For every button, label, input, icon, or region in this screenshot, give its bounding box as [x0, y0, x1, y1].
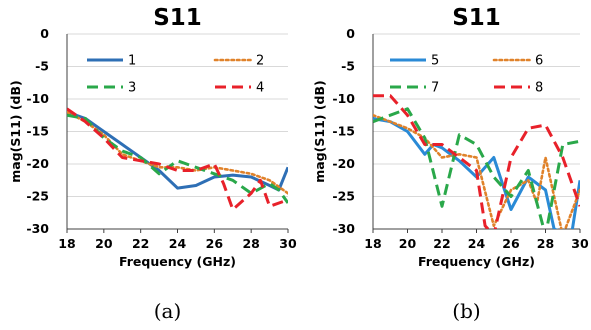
legend-label: 2	[256, 54, 264, 69]
legend-label: 5	[431, 54, 439, 69]
y-tick-label: -25	[26, 189, 49, 204]
y-tick-label: -15	[26, 124, 49, 139]
y-tick-label: -25	[332, 189, 355, 204]
y-tick-label: -30	[332, 221, 355, 236]
x-tick-label: 28	[242, 236, 259, 251]
y-tick-label: -15	[332, 124, 355, 139]
chart-title: S11	[452, 5, 501, 31]
legend-label: 7	[431, 81, 439, 96]
x-tick-label: 22	[433, 236, 450, 251]
x-axis-label: Frequency (GHz)	[418, 254, 535, 269]
x-axis-label: Frequency (GHz)	[119, 254, 236, 269]
figure-caption: (a)	[154, 299, 182, 323]
y-tick-label: -20	[332, 156, 355, 171]
x-tick-label: 26	[502, 236, 520, 251]
series-line-1	[67, 110, 288, 192]
x-tick-label: 18	[58, 236, 75, 251]
y-tick-label: 0	[346, 26, 355, 41]
legend-label: 4	[256, 81, 264, 96]
y-tick-label: -5	[341, 59, 355, 74]
x-tick-label: 26	[206, 236, 224, 251]
legend-label: 8	[535, 81, 543, 96]
series-group	[67, 107, 288, 211]
series-group	[373, 94, 580, 229]
legend-label: 3	[128, 81, 136, 96]
x-tick-label: 22	[132, 236, 149, 251]
y-tick-label: -10	[26, 91, 49, 106]
series-line-6	[373, 113, 580, 229]
series-line-4	[67, 107, 288, 211]
x-tick-label: 18	[364, 236, 381, 251]
series-line-3	[67, 113, 288, 204]
series-line-7	[373, 107, 580, 229]
y-axis-label: mag(S11) (dB)	[312, 80, 327, 182]
figure-caption: (b)	[452, 299, 480, 323]
series-line-2	[67, 110, 288, 195]
chart-b: 0 -5 -10 -15 -20 -25 -30 18 20 22 24 26 28 30 S11 Frequ…	[312, 5, 589, 323]
legend-label: 1	[128, 54, 136, 69]
x-tick-label: 24	[169, 236, 187, 251]
x-tick-label: 28	[537, 236, 554, 251]
y-tick-label: -5	[35, 59, 49, 74]
y-tick-label: 0	[40, 26, 49, 41]
series-line-5	[373, 117, 580, 229]
x-tick-label: 20	[399, 236, 417, 251]
x-tick-label: 30	[279, 236, 297, 251]
y-axis-label: mag(S11) (dB)	[8, 80, 23, 182]
legend-label: 6	[535, 54, 543, 69]
x-tick-label: 30	[571, 236, 589, 251]
x-tick-label: 20	[95, 236, 113, 251]
y-tick-label: -30	[26, 221, 49, 236]
chart-title: S11	[153, 5, 202, 31]
y-tick-label: -20	[26, 156, 49, 171]
x-tick-label: 24	[468, 236, 486, 251]
y-tick-label: -10	[332, 91, 355, 106]
